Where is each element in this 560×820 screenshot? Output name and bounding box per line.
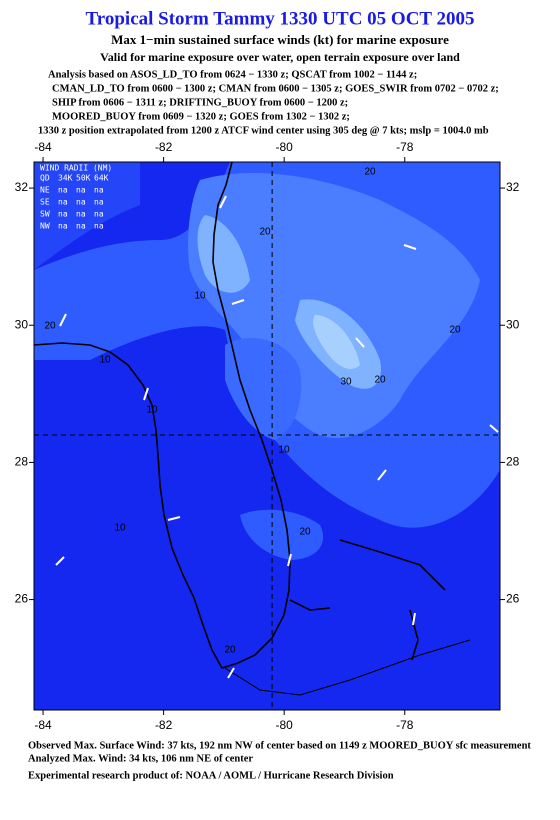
- radii-cell: na: [76, 198, 86, 207]
- coastline: [33, 161, 471, 696]
- x-tick-label: -78: [396, 140, 414, 154]
- contour-label: 20: [364, 167, 376, 178]
- subtitle: Max 1−min sustained surface winds (kt) f…: [111, 32, 449, 47]
- wind-barb: [412, 612, 416, 626]
- y-tick-label: 26: [15, 592, 29, 606]
- x-tick-label: -80: [276, 140, 294, 154]
- y-tick-label: 28: [15, 455, 29, 469]
- contour-label: 20: [259, 227, 271, 238]
- radii-cell: na: [76, 186, 86, 195]
- bahamas: [409, 609, 419, 661]
- x-tick-label: -84: [34, 718, 52, 732]
- credit: Experimental research product of: NOAA /…: [28, 770, 394, 781]
- contour-label: 10: [114, 523, 126, 534]
- x-tick-label: -82: [155, 718, 173, 732]
- field-25kt: [197, 215, 250, 293]
- radii-cell: na: [94, 198, 104, 207]
- y-tick-label: 26: [506, 592, 520, 606]
- analysis-line: Analysis based on ASOS_LD_TO from 0624 −…: [48, 69, 417, 80]
- radii-cell: na: [58, 198, 68, 207]
- radii-header: 50K: [76, 174, 91, 183]
- bahamas: [289, 599, 331, 611]
- radii-header: QD: [40, 174, 50, 183]
- analysis-line: CMAN_LD_TO from 0600 − 1300 z; CMAN from…: [52, 83, 499, 94]
- contour-label: 10: [194, 291, 206, 302]
- contour-label: 20: [224, 645, 236, 656]
- contour-label: 20: [449, 325, 461, 336]
- wind-barb: [231, 299, 245, 305]
- contour-label: 20: [299, 527, 311, 538]
- wind-barb: [489, 424, 499, 433]
- radii-cell: na: [76, 210, 86, 219]
- radii-cell: NE: [40, 186, 50, 195]
- x-tick-label: -78: [396, 718, 414, 732]
- x-tick-label: -84: [34, 140, 52, 154]
- contour-label: 20: [44, 321, 56, 332]
- field-mid: [34, 162, 140, 270]
- x-tick-label: -82: [155, 140, 173, 154]
- field-south: [240, 509, 324, 560]
- contour-label: 10: [278, 445, 290, 456]
- radii-header: 64K: [94, 174, 109, 183]
- y-tick-label: 30: [15, 317, 29, 331]
- analyzed-max: Analyzed Max. Wind: 34 kts, 106 nm NE of…: [28, 753, 253, 764]
- wind-barb: [355, 337, 365, 348]
- wind-barb: [55, 556, 65, 566]
- map-frame: [33, 161, 501, 711]
- map-field: [34, 162, 500, 710]
- y-tick-label: 30: [506, 317, 520, 331]
- radii-cell: na: [58, 222, 68, 231]
- x-tick-label: -80: [276, 718, 294, 732]
- wind-barb: [287, 553, 292, 567]
- radii-cell: na: [58, 210, 68, 219]
- contour-label: 10: [99, 355, 111, 366]
- analysis-line: SHIP from 0606 − 1311 z; DRIFTING_BUOY f…: [52, 97, 348, 108]
- wind-barb: [227, 667, 235, 679]
- bahamas: [339, 539, 446, 591]
- contour-label: 10: [146, 405, 158, 416]
- title: Tropical Storm Tammy 1330 UTC 05 OCT 200…: [86, 8, 475, 29]
- wind-barb: [403, 244, 417, 250]
- wind-barb: [219, 195, 227, 209]
- radii-header: 34K: [58, 174, 73, 183]
- radii-cell: na: [58, 186, 68, 195]
- wind-barb: [59, 313, 67, 327]
- radii-cell: na: [94, 210, 104, 219]
- contour-label: 30: [340, 377, 352, 388]
- y-tick-label: 32: [15, 180, 29, 194]
- position-note: 1330 z position extrapolated from 1200 z…: [38, 125, 489, 136]
- field-34kt: [313, 315, 360, 370]
- radii-cell: SW: [40, 210, 50, 219]
- contour-label: 20: [374, 375, 386, 386]
- radii-cell: na: [94, 186, 104, 195]
- radii-cell: na: [94, 222, 104, 231]
- keys-cuba: [224, 639, 471, 696]
- analysis-line: MOORED_BUOY from 0609 − 1320 z; GOES fro…: [52, 111, 350, 122]
- observed-max: Observed Max. Surface Wind: 37 kts, 192 …: [28, 740, 531, 751]
- florida-coast: [33, 161, 291, 669]
- y-tick-label: 28: [506, 455, 520, 469]
- radii-cell: SE: [40, 198, 50, 207]
- wind-obs: [55, 195, 499, 679]
- valid-note: Valid for marine exposure over water, op…: [100, 50, 460, 64]
- radii-cell: na: [76, 222, 86, 231]
- wind-barb: [143, 387, 149, 401]
- wind-barb: [377, 469, 387, 481]
- y-tick-label: 32: [506, 180, 520, 194]
- field-eye: [225, 338, 302, 440]
- wind-barb: [167, 516, 181, 521]
- radii-title: WIND RADII (NM): [40, 164, 112, 173]
- radii-cell: NW: [40, 222, 50, 231]
